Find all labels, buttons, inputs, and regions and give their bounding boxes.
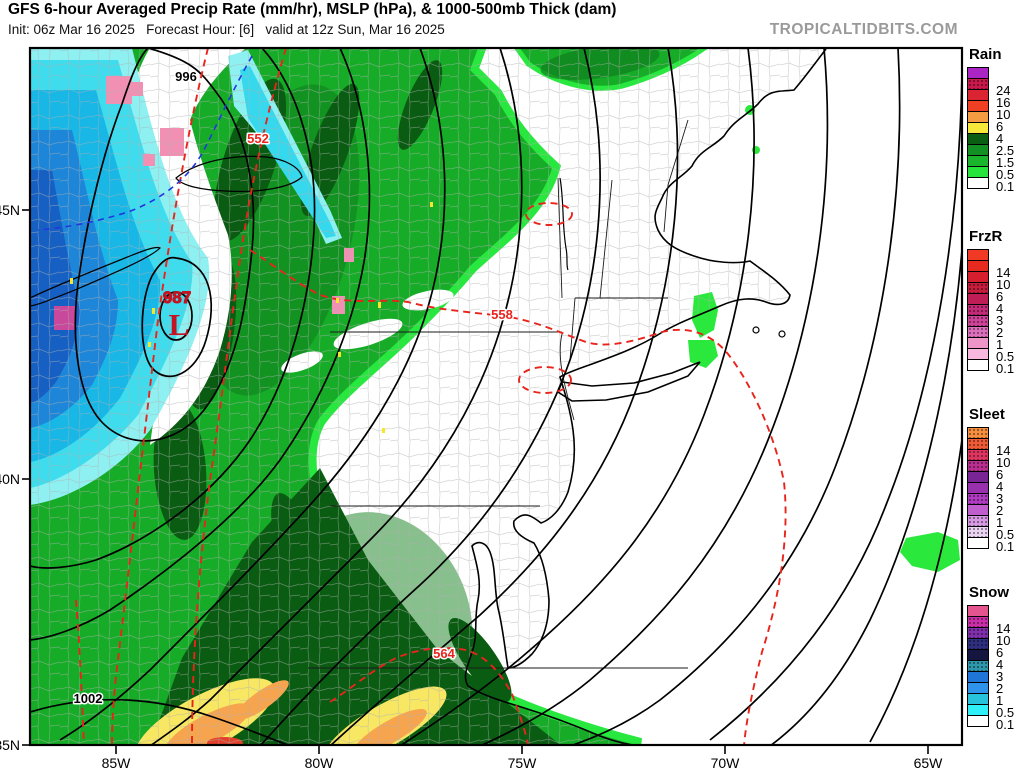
contour-label: 996	[175, 69, 197, 84]
lat-label: 40N	[0, 471, 20, 487]
island	[752, 326, 760, 334]
long-island	[557, 361, 701, 402]
init-valid-subtitle: Init: 06z Mar 16 2025 Forecast Hour: [6]…	[8, 22, 445, 37]
lon-label: 65W	[914, 755, 944, 771]
contour-label: 552	[247, 131, 269, 146]
contour-label: 1002	[74, 691, 103, 706]
lon-label: 75W	[508, 755, 538, 771]
lat-label: 45N	[0, 202, 20, 218]
lon-label: 85W	[102, 755, 132, 771]
lake-champlain	[559, 177, 569, 271]
map-frame	[28, 46, 964, 747]
trough-axis	[37, 55, 253, 231]
lat-label: 35N	[0, 737, 20, 753]
county-boundaries	[31, 49, 826, 744]
contour-label: 558	[491, 307, 513, 322]
lake-ontario	[175, 155, 303, 193]
lake-erie	[31, 246, 162, 307]
state-borders	[308, 119, 689, 669]
axis-labels: 45N 40N 35N 85W 80W 75W 70W 65W	[0, 202, 943, 771]
contour-label: 564	[433, 646, 455, 661]
lon-label: 80W	[305, 755, 335, 771]
page-title: GFS 6-hour Averaged Precip Rate (mm/hr),…	[8, 1, 617, 18]
island	[778, 330, 786, 338]
yellow-specks	[70, 202, 433, 433]
tropicaltidbits-watermark: TROPICALTIDBITS.COM	[769, 21, 958, 38]
coastline	[464, 49, 827, 744]
mslp-isobars	[31, 49, 961, 744]
low-pressure-value: 987	[163, 288, 191, 307]
thickness-contours	[75, 49, 787, 744]
geography	[31, 49, 827, 744]
low-pressure-symbol: L	[169, 307, 190, 342]
lon-label: 70W	[711, 755, 741, 771]
